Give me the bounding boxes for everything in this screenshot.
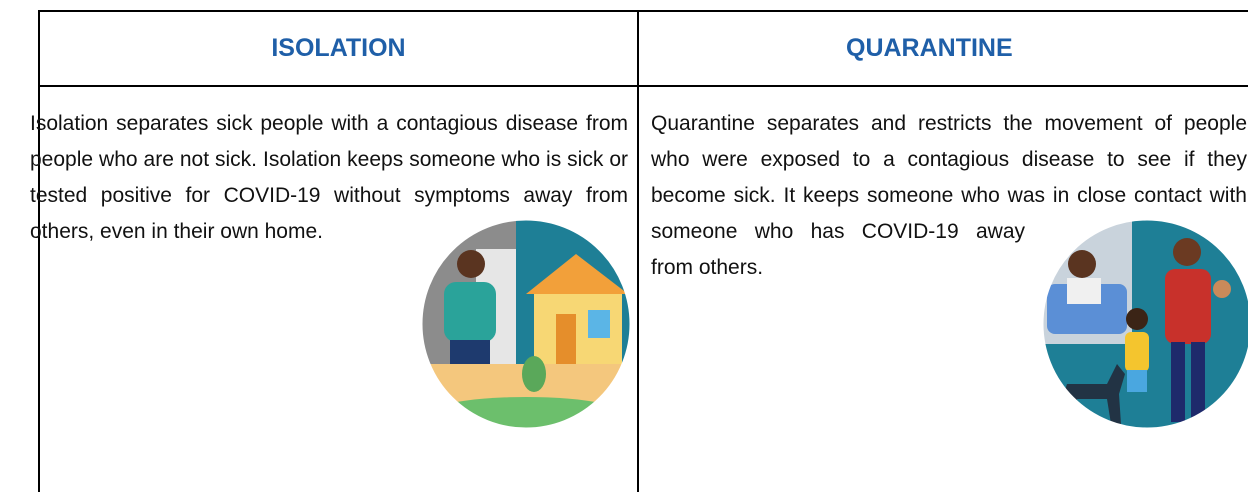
column-header: QUARANTINE (639, 12, 1248, 87)
page: ISOLATION (30, 10, 1248, 492)
column-text: Quarantine separates and restricts the m… (639, 87, 1248, 431)
quarantine-column: QUARANTINE (639, 12, 1248, 492)
isolation-column: ISOLATION (30, 12, 639, 492)
paragraph: Quarantine separates and restricts the m… (651, 112, 1247, 279)
comparison-table: ISOLATION (30, 10, 1248, 492)
isolation-illustration (419, 217, 633, 431)
paragraph: Isolation separates sick people with a c… (30, 112, 628, 243)
quarantine-illustration (1040, 217, 1248, 431)
column-header: ISOLATION (40, 12, 637, 87)
column-text: Isolation separates sick people with a c… (30, 87, 637, 431)
